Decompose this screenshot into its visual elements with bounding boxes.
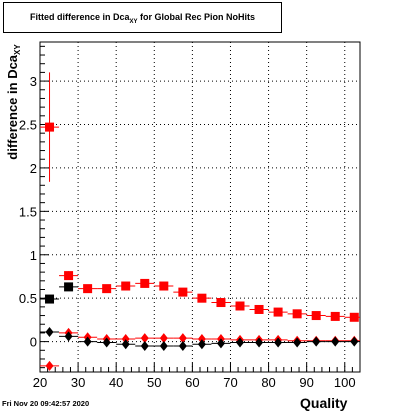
diamond-marker bbox=[159, 340, 168, 351]
x-tick-label: 80 bbox=[261, 375, 275, 390]
square-marker bbox=[102, 284, 112, 294]
diamond-marker bbox=[216, 338, 225, 349]
diamond-marker bbox=[159, 333, 168, 344]
tick-label-layer: 20 30 40 50 60 70 80 90 100 0 0.5 1 1.5 2 2.5 3 bbox=[19, 74, 356, 390]
diamond-marker bbox=[197, 334, 206, 344]
title-box: Fitted difference in DcaXY for Global Re… bbox=[3, 2, 282, 33]
diamond-marker bbox=[121, 334, 130, 344]
square-marker bbox=[330, 311, 340, 321]
plot-frame bbox=[39, 41, 361, 373]
diamond-marker bbox=[140, 340, 149, 351]
square-marker bbox=[197, 293, 207, 303]
y-tick-label: 0 bbox=[30, 335, 37, 350]
square-marker bbox=[45, 122, 55, 132]
y-tick-label: 1.5 bbox=[19, 204, 37, 219]
x-tick-label: 60 bbox=[185, 375, 199, 390]
y-axis-label-subscript: XY bbox=[13, 44, 22, 55]
square-marker bbox=[311, 311, 321, 321]
x-tick-label: 40 bbox=[109, 375, 123, 390]
square-marker bbox=[216, 298, 226, 308]
title-prefix: Fitted difference in Dca bbox=[29, 12, 130, 22]
y-tick-label: 3 bbox=[30, 74, 37, 89]
series-layer bbox=[40, 72, 360, 371]
chart-title: Fitted difference in DcaXY for Global Re… bbox=[4, 12, 281, 25]
diamond-marker bbox=[102, 337, 111, 348]
y-tick-label: 0.5 bbox=[19, 291, 37, 306]
square-marker bbox=[64, 282, 74, 292]
x-tick-label: 50 bbox=[147, 375, 161, 390]
square-marker bbox=[83, 284, 93, 294]
square-marker bbox=[254, 304, 264, 314]
x-axis-label: Quality bbox=[300, 395, 348, 411]
diamond-marker bbox=[331, 336, 340, 347]
y-tick-label: 2 bbox=[30, 161, 37, 176]
axes-layer bbox=[39, 41, 361, 373]
y-tick-label: 1 bbox=[30, 248, 37, 263]
square-marker bbox=[64, 271, 74, 281]
diamond-marker bbox=[64, 331, 73, 342]
diamond-marker bbox=[236, 337, 244, 348]
x-tick-label: 100 bbox=[334, 375, 356, 390]
diamond-marker bbox=[121, 339, 130, 350]
diamond-marker bbox=[83, 336, 92, 347]
y-axis-label-main: difference in Dca bbox=[5, 54, 20, 160]
square-marker bbox=[349, 312, 359, 322]
diamond-marker bbox=[312, 336, 321, 347]
diamond-marker bbox=[178, 340, 187, 351]
x-tick-label: 90 bbox=[299, 375, 313, 390]
square-marker bbox=[140, 278, 150, 288]
y-axis-label: difference in DcaXY bbox=[5, 27, 22, 177]
square-marker bbox=[121, 281, 131, 291]
x-tick-label: 70 bbox=[223, 375, 237, 390]
diamond-marker bbox=[274, 337, 283, 348]
diamond-marker bbox=[178, 333, 187, 344]
x-tick-label: 30 bbox=[71, 375, 85, 390]
square-marker bbox=[235, 301, 245, 311]
square-marker bbox=[273, 307, 283, 317]
x-tick-label: 20 bbox=[33, 375, 47, 390]
square-marker bbox=[159, 281, 169, 291]
diamond-marker bbox=[293, 337, 302, 348]
square-marker bbox=[292, 309, 302, 319]
date-stamp: Fri Nov 20 09:42:57 2020 bbox=[2, 399, 90, 408]
diamond-marker bbox=[45, 360, 54, 371]
square-marker bbox=[45, 294, 55, 304]
square-marker bbox=[178, 287, 188, 297]
grid-layer bbox=[39, 42, 360, 372]
title-suffix: for Global Rec Pion NoHits bbox=[137, 12, 256, 22]
diamond-marker bbox=[350, 336, 359, 347]
diamond-marker bbox=[197, 339, 206, 350]
diamond-marker bbox=[140, 333, 149, 344]
diamond-marker bbox=[255, 337, 264, 348]
title-subscript: XY bbox=[129, 19, 138, 25]
diamond-marker bbox=[45, 327, 54, 338]
y-tick-label: 2.5 bbox=[19, 118, 37, 133]
